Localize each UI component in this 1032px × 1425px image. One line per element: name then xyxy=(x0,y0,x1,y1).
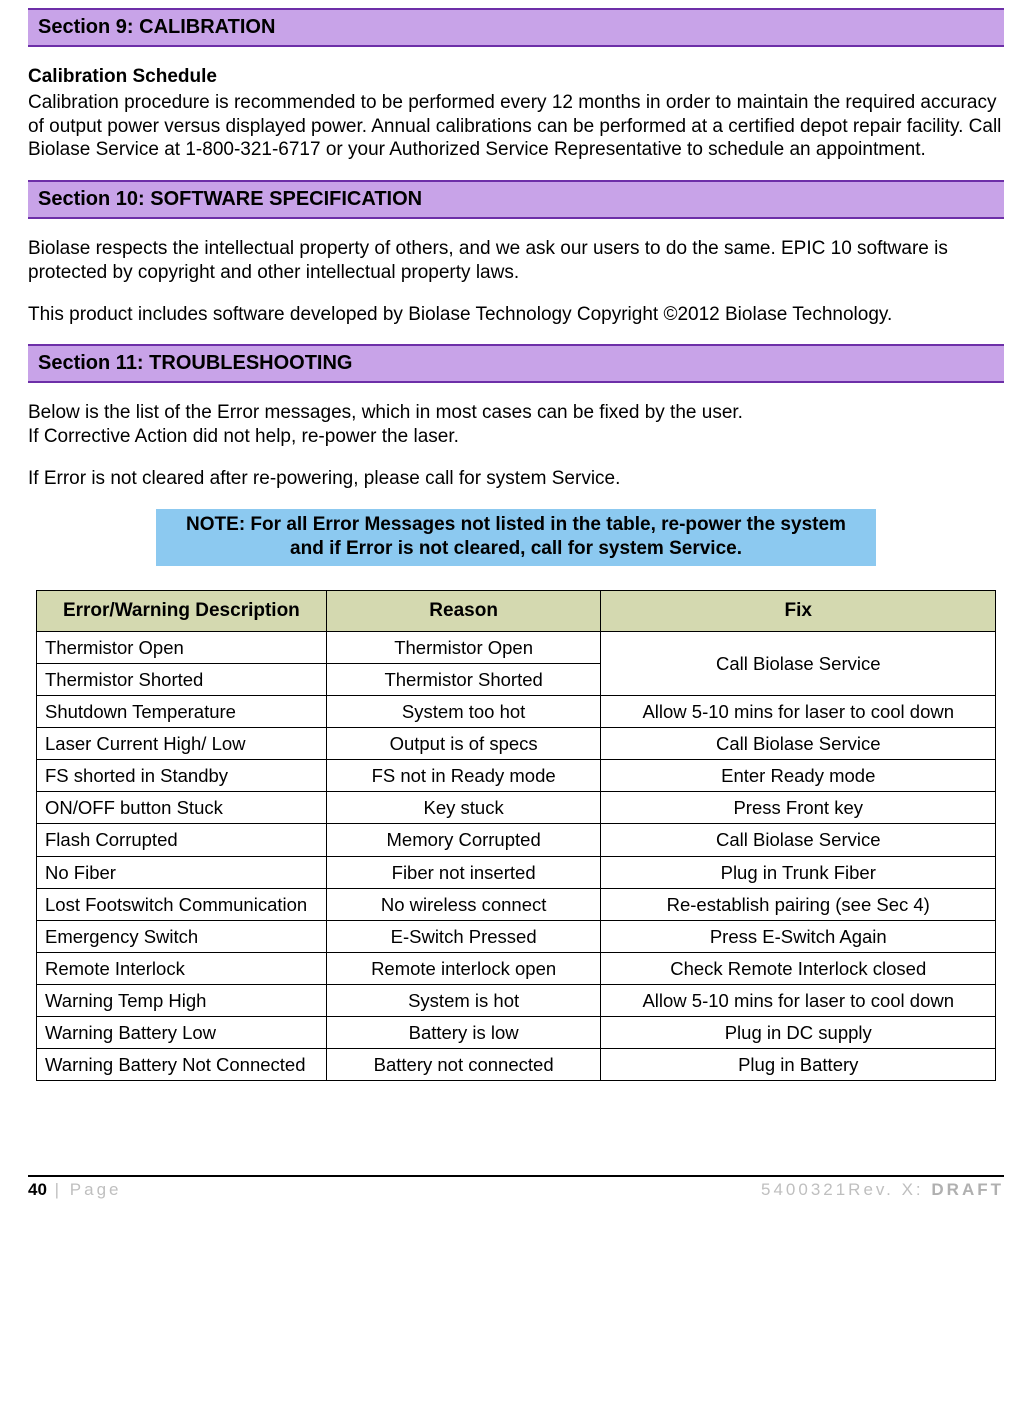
section-10-header: Section 10: SOFTWARE SPECIFICATION xyxy=(28,180,1004,219)
table-row: ON/OFF button StuckKey stuckPress Front … xyxy=(37,792,996,824)
cell-fix: Plug in DC supply xyxy=(601,1017,996,1049)
cell-error: Warning Temp High xyxy=(37,985,327,1017)
page-sep: | xyxy=(47,1180,70,1199)
section-9-header: Section 9: CALIBRATION xyxy=(28,8,1004,47)
cell-fix: Allow 5-10 mins for laser to cool down xyxy=(601,695,996,727)
table-row: No FiberFiber not insertedPlug in Trunk … xyxy=(37,856,996,888)
cell-error: No Fiber xyxy=(37,856,327,888)
cell-error: Flash Corrupted xyxy=(37,824,327,856)
troubleshooting-para-1b: If Corrective Action did not help, re-po… xyxy=(28,425,1004,449)
cell-error: Emergency Switch xyxy=(37,920,327,952)
cell-reason: Thermistor Shorted xyxy=(326,663,601,695)
th-fix: Fix xyxy=(601,590,996,631)
cell-error: FS shorted in Standby xyxy=(37,760,327,792)
cell-error: Shutdown Temperature xyxy=(37,695,327,727)
cell-reason: No wireless connect xyxy=(326,888,601,920)
cell-error: Remote Interlock xyxy=(37,952,327,984)
cell-fix: Plug in Battery xyxy=(601,1049,996,1081)
table-row: Shutdown TemperatureSystem too hotAllow … xyxy=(37,695,996,727)
cell-reason: Thermistor Open xyxy=(326,631,601,663)
cell-reason: System too hot xyxy=(326,695,601,727)
doc-ref: 5400321Rev. X: xyxy=(761,1180,931,1199)
cell-reason: System is hot xyxy=(326,985,601,1017)
calibration-schedule-subhead: Calibration Schedule xyxy=(28,65,1004,89)
table-row: Warning Battery LowBattery is lowPlug in… xyxy=(37,1017,996,1049)
software-spec-para-1: Biolase respects the intellectual proper… xyxy=(28,237,1004,285)
troubleshooting-table: Error/Warning Description Reason Fix The… xyxy=(36,590,996,1082)
cell-fix: Allow 5-10 mins for laser to cool down xyxy=(601,985,996,1017)
cell-fix: Enter Ready mode xyxy=(601,760,996,792)
cell-fix: Call Biolase Service xyxy=(601,728,996,760)
table-row: Lost Footswitch CommunicationNo wireless… xyxy=(37,888,996,920)
cell-error: ON/OFF button Stuck xyxy=(37,792,327,824)
footer-left: 40 | Page xyxy=(28,1179,122,1200)
cell-reason: Fiber not inserted xyxy=(326,856,601,888)
calibration-schedule-para: Calibration procedure is recommended to … xyxy=(28,91,1004,162)
cell-error: Lost Footswitch Communication xyxy=(37,888,327,920)
table-row: Thermistor OpenThermistor OpenCall Biola… xyxy=(37,631,996,663)
cell-error: Thermistor Open xyxy=(37,631,327,663)
th-error: Error/Warning Description xyxy=(37,590,327,631)
cell-reason: Memory Corrupted xyxy=(326,824,601,856)
page-word: Page xyxy=(70,1180,122,1199)
cell-fix: Re-establish pairing (see Sec 4) xyxy=(601,888,996,920)
cell-reason: FS not in Ready mode xyxy=(326,760,601,792)
footer-right: 5400321Rev. X: DRAFT xyxy=(761,1179,1004,1200)
troubleshooting-para-1a: Below is the list of the Error messages,… xyxy=(28,401,1004,425)
table-header-row: Error/Warning Description Reason Fix xyxy=(37,590,996,631)
cell-fix: Press E-Switch Again xyxy=(601,920,996,952)
cell-reason: Battery is low xyxy=(326,1017,601,1049)
software-spec-para-2: This product includes software developed… xyxy=(28,303,1004,327)
table-row: Emergency SwitchE-Switch PressedPress E-… xyxy=(37,920,996,952)
table-row: Flash CorruptedMemory CorruptedCall Biol… xyxy=(37,824,996,856)
cell-error: Warning Battery Not Connected xyxy=(37,1049,327,1081)
cell-error: Thermistor Shorted xyxy=(37,663,327,695)
table-row: Laser Current High/ LowOutput is of spec… xyxy=(37,728,996,760)
cell-fix: Plug in Trunk Fiber xyxy=(601,856,996,888)
table-row: Warning Battery Not ConnectedBattery not… xyxy=(37,1049,996,1081)
cell-reason: Remote interlock open xyxy=(326,952,601,984)
th-reason: Reason xyxy=(326,590,601,631)
table-row: Remote InterlockRemote interlock openChe… xyxy=(37,952,996,984)
cell-reason: Key stuck xyxy=(326,792,601,824)
cell-reason: Output is of specs xyxy=(326,728,601,760)
section-11-header: Section 11: TROUBLESHOOTING xyxy=(28,344,1004,383)
cell-fix: Call Biolase Service xyxy=(601,631,996,695)
table-row: FS shorted in StandbyFS not in Ready mod… xyxy=(37,760,996,792)
table-body: Thermistor OpenThermistor OpenCall Biola… xyxy=(37,631,996,1081)
cell-error: Warning Battery Low xyxy=(37,1017,327,1049)
page-footer: 40 | Page 5400321Rev. X: DRAFT xyxy=(28,1175,1004,1200)
cell-fix: Press Front key xyxy=(601,792,996,824)
cell-reason: E-Switch Pressed xyxy=(326,920,601,952)
cell-error: Laser Current High/ Low xyxy=(37,728,327,760)
cell-fix: Check Remote Interlock closed xyxy=(601,952,996,984)
page-number: 40 xyxy=(28,1180,47,1199)
note-box: NOTE: For all Error Messages not listed … xyxy=(156,509,876,566)
cell-reason: Battery not connected xyxy=(326,1049,601,1081)
draft-label: DRAFT xyxy=(931,1180,1004,1199)
troubleshooting-para-2: If Error is not cleared after re-powerin… xyxy=(28,467,1004,491)
cell-fix: Call Biolase Service xyxy=(601,824,996,856)
table-row: Warning Temp HighSystem is hotAllow 5-10… xyxy=(37,985,996,1017)
